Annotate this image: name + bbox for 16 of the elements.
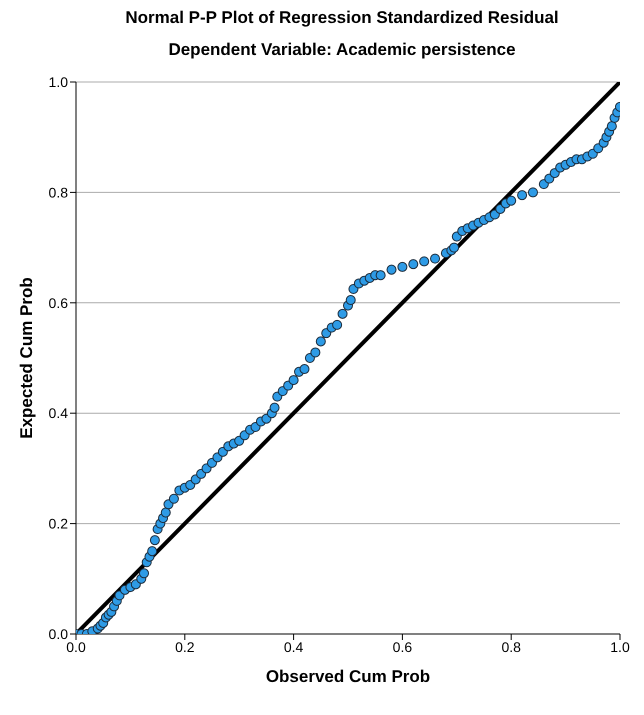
y-tick-label: 0.6 [48, 294, 68, 311]
y-tick-label: 1.0 [48, 74, 68, 90]
x-tick-label: 0.8 [501, 638, 522, 655]
y-tick-label: 0.8 [48, 184, 68, 200]
x-tick-label: 1.0 [610, 638, 630, 655]
chart-title: Normal P-P Plot of Regression Standardized Residual [124, 8, 560, 28]
y-tick-label: 0.4 [48, 405, 68, 422]
y-axis-title: Expected Cum Prob [17, 277, 36, 439]
chart-subtitle: Dependent Variable: Academic persistence [167, 40, 517, 60]
y-tick-label: 0.2 [48, 516, 68, 532]
x-tick-label: 0.0 [66, 638, 86, 655]
x-tick-label: 0.4 [284, 638, 304, 655]
x-axis-title: Observed Cum Prob [266, 667, 430, 686]
x-tick-label: 0.6 [392, 638, 412, 655]
x-tick-label: 0.2 [175, 638, 195, 655]
y-tick-label: 0.0 [48, 626, 68, 642]
